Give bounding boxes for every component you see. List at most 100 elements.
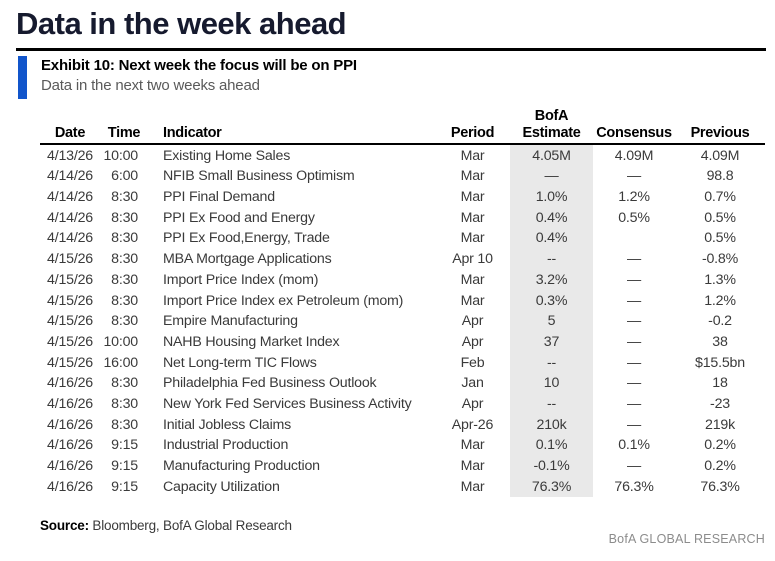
cell-previous: -23	[710, 395, 730, 412]
cell-bofa-estimate: 0.1%	[510, 434, 593, 456]
exhibit-caption: Exhibit 10: Next week the focus will be …	[18, 56, 357, 99]
cell-date: 4/15/26	[47, 251, 93, 268]
source-text: Bloomberg, BofA Global Research	[88, 518, 292, 533]
cell-period: Mar	[460, 168, 485, 185]
cell-consensus: —	[627, 375, 641, 392]
cell-consensus: —	[627, 271, 641, 288]
cell-date: 4/16/26	[47, 437, 93, 454]
cell-consensus: —	[627, 313, 641, 330]
cell-previous: 0.5%	[704, 209, 736, 226]
table-row: 4/15/26 8:30 Empire Manufacturing Apr 5 …	[40, 310, 765, 332]
title-divider	[16, 48, 766, 51]
table-row: 4/16/26 9:15 Capacity Utilization Mar 76…	[40, 476, 765, 498]
cell-indicator: Initial Jobless Claims	[163, 416, 292, 433]
column-header-bofa-line1: BofA	[534, 108, 569, 124]
cell-previous: 1.3%	[704, 271, 736, 288]
cell-time: 6:00	[111, 168, 138, 185]
cell-date: 4/14/26	[47, 209, 93, 226]
column-header-indicator: Indicator	[163, 124, 222, 141]
cell-date: 4/16/26	[47, 375, 93, 392]
cell-bofa-estimate: 3.2%	[510, 269, 593, 291]
cell-previous: 1.2%	[704, 292, 736, 309]
table-row: 4/16/26 8:30 Initial Jobless Claims Apr-…	[40, 414, 765, 435]
cell-time: 16:00	[103, 354, 138, 371]
cell-date: 4/15/26	[47, 292, 93, 309]
cell-indicator: NFIB Small Business Optimism	[163, 168, 355, 185]
cell-time: 10:00	[103, 333, 138, 350]
cell-indicator: NAHB Housing Market Index	[163, 333, 340, 350]
cell-bofa-estimate: -0.1%	[510, 455, 593, 477]
cell-time: 8:30	[111, 189, 138, 206]
source-note: Source: Bloomberg, BofA Global Research	[40, 518, 292, 533]
cell-period: Mar	[460, 292, 485, 309]
cell-date: 4/16/26	[47, 395, 93, 412]
cell-previous: 0.5%	[704, 230, 736, 247]
cell-bofa-estimate: —	[510, 166, 593, 187]
cell-time: 8:30	[111, 375, 138, 392]
cell-consensus: 0.1%	[618, 437, 650, 454]
cell-bofa-estimate: 1.0%	[510, 186, 593, 208]
cell-bofa-estimate: 0.4%	[510, 207, 593, 229]
cell-date: 4/16/26	[47, 416, 93, 433]
cell-time: 9:15	[111, 437, 138, 454]
cell-bofa-estimate: --	[510, 248, 593, 270]
cell-previous: $15.5bn	[695, 354, 745, 371]
cell-previous: 98.8	[706, 168, 734, 185]
table-row: 4/15/26 8:30 Import Price Index (mom) Ma…	[40, 269, 765, 291]
cell-period: Mar	[460, 271, 485, 288]
column-header-bofa-estimate: BofA Estimate	[510, 108, 593, 141]
cell-previous: 0.7%	[704, 189, 736, 206]
cell-period: Mar	[460, 458, 485, 474]
cell-indicator: MBA Mortgage Applications	[163, 251, 332, 268]
cell-bofa-estimate: 37	[510, 331, 593, 353]
table-row: 4/14/26 6:00 NFIB Small Business Optimis…	[40, 166, 765, 187]
column-header-previous: Previous	[690, 124, 750, 141]
cell-indicator: Existing Home Sales	[163, 147, 291, 164]
table-row: 4/14/26 8:30 PPI Final Demand Mar 1.0% 1…	[40, 186, 765, 208]
cell-bofa-estimate: 10	[510, 372, 593, 394]
cell-date: 4/15/26	[47, 333, 93, 350]
cell-previous: -0.2	[708, 313, 732, 330]
table-row: 4/16/26 8:30 New York Fed Services Busin…	[40, 393, 765, 415]
table-body: 4/13/26 10:00 Existing Home Sales Mar 4.…	[40, 145, 765, 498]
cell-indicator: PPI Ex Food and Energy	[163, 209, 315, 226]
table-row: 4/15/26 8:30 Import Price Index ex Petro…	[40, 290, 765, 311]
table-row: 4/16/26 9:15 Industrial Production Mar 0…	[40, 434, 765, 456]
cell-indicator: Import Price Index (mom)	[163, 271, 319, 288]
cell-period: Mar	[460, 478, 485, 495]
table-row: 4/16/26 8:30 Philadelphia Fed Business O…	[40, 372, 765, 394]
cell-period: Jan	[461, 375, 484, 392]
table-header-row: Date Time Indicator Period BofA Estimate…	[40, 108, 765, 146]
source-label: Source:	[40, 518, 89, 533]
table-row: 4/15/26 8:30 MBA Mortgage Applications A…	[40, 248, 765, 270]
cell-period: Apr 10	[452, 251, 493, 268]
cell-time: 9:15	[111, 478, 138, 495]
cell-period: Apr	[461, 333, 484, 350]
cell-date: 4/14/26	[47, 189, 93, 206]
cell-time: 8:30	[111, 230, 138, 247]
table-row: 4/14/26 8:30 PPI Ex Food and Energy Mar …	[40, 207, 765, 229]
cell-consensus: 1.2%	[618, 189, 650, 206]
cell-time: 8:30	[111, 271, 138, 288]
column-header-period: Period	[450, 124, 495, 141]
cell-date: 4/14/26	[47, 168, 93, 185]
cell-consensus: —	[627, 354, 641, 371]
cell-consensus: —	[627, 333, 641, 350]
column-header-time: Time	[107, 124, 141, 141]
cell-indicator: PPI Final Demand	[163, 189, 275, 206]
cell-consensus: —	[627, 395, 641, 412]
cell-bofa-estimate: --	[510, 393, 593, 415]
cell-bofa-estimate: 210k	[510, 414, 593, 435]
cell-date: 4/15/26	[47, 354, 93, 371]
cell-indicator: Philadelphia Fed Business Outlook	[163, 375, 377, 392]
cell-consensus: —	[627, 168, 641, 185]
cell-consensus: 4.09M	[614, 147, 654, 164]
cell-date: 4/14/26	[47, 230, 93, 247]
cell-date: 4/16/26	[47, 478, 93, 495]
cell-previous: -0.8%	[701, 251, 739, 268]
bofa-global-research-brand: BofA GLOBAL RESEARCH	[608, 532, 765, 546]
cell-previous: 4.09M	[700, 147, 740, 164]
cell-previous: 18	[712, 375, 728, 392]
cell-period: Mar	[460, 437, 485, 454]
column-header-date: Date	[54, 124, 86, 141]
